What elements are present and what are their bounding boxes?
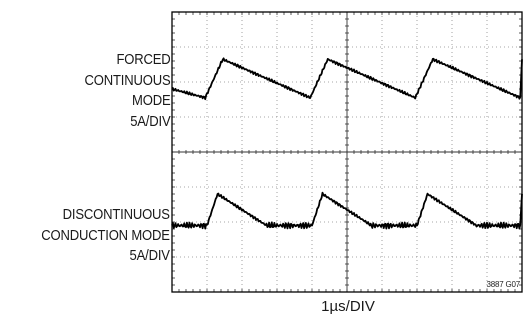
trace-label-line: CONTINUOUS	[84, 72, 170, 89]
plot-frame	[171, 11, 523, 293]
grid	[171, 11, 523, 293]
trace-label-line: CONDUCTION MODE	[41, 227, 170, 244]
trace-forced-continuous	[171, 57, 523, 101]
trace-discontinuous	[171, 191, 523, 230]
trace-label-line: 5A/DIV	[129, 113, 170, 130]
figure-id: 3887 G07	[486, 280, 520, 289]
trace-label-line: FORCED	[115, 52, 170, 68]
traces	[171, 57, 523, 230]
x-axis-label: 1µs/DIV	[321, 298, 375, 315]
trace-label-line: MODE	[131, 93, 171, 109]
trace-label-discontinuous: DISCONTINUOUS CONDUCTION MODE 5A/DIV	[41, 205, 170, 267]
trace-label-forced-continuous: FORCED CONTINUOUS MODE 5A/DIV	[84, 50, 170, 132]
trace-label-line: 5A/DIV	[129, 248, 170, 264]
trace-label-line: DISCONTINUOUS	[62, 207, 170, 223]
